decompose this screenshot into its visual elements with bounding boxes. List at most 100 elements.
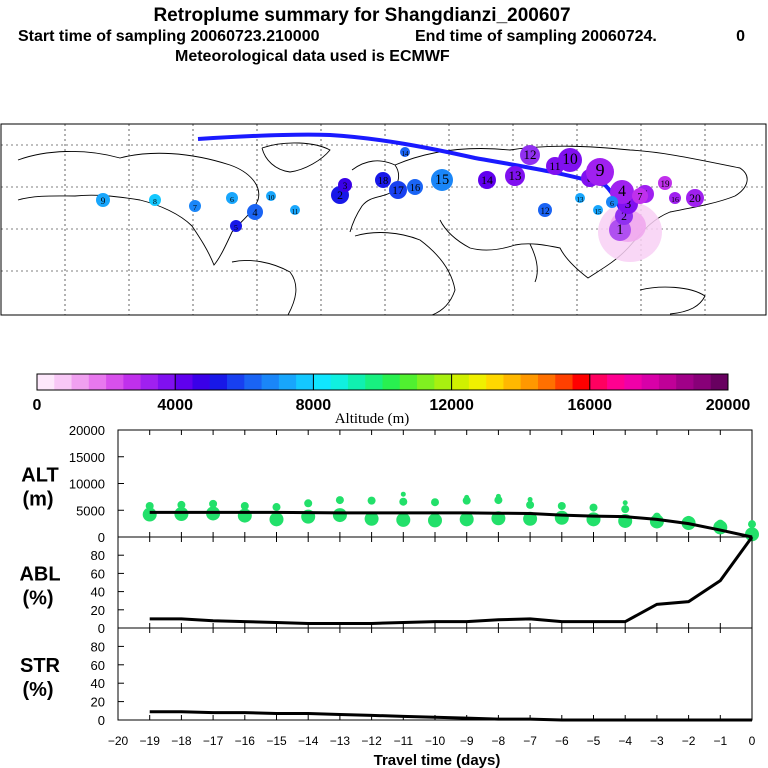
colorbar-cell xyxy=(503,374,522,390)
mean-altitude-line xyxy=(149,510,753,539)
altitude-point xyxy=(622,500,628,506)
trajectory-cluster-label: 6 xyxy=(230,195,234,204)
trajectory-cluster-marker xyxy=(606,196,618,208)
colorbar-cell xyxy=(468,374,487,390)
colorbar-cell xyxy=(209,374,228,390)
panel-yunit-abl: (%) xyxy=(22,588,53,610)
altitude-point xyxy=(527,497,533,503)
colorbar-cell xyxy=(261,374,280,390)
end-time-value: 0 xyxy=(736,28,745,45)
colorbar-cell xyxy=(641,374,660,390)
trajectory-cluster-marker xyxy=(266,191,276,201)
colorbar-cell xyxy=(37,374,55,390)
series-line-abl xyxy=(149,536,754,625)
trajectory-cluster-marker xyxy=(407,179,423,195)
trajectory-cluster-marker xyxy=(658,176,672,190)
x-tick-label: −7 xyxy=(523,734,537,748)
colorbar-cell xyxy=(710,374,729,390)
trajectory-clusters: 1234567891011121314151617181920234567891… xyxy=(96,145,704,241)
trajectory-cluster-marker xyxy=(290,205,300,215)
colorbar-tick-label: 4000 xyxy=(157,397,193,414)
trajectory-cluster-marker xyxy=(520,145,540,165)
panel-ylabel-alt: ALT xyxy=(21,465,58,487)
altitude-point xyxy=(589,503,598,512)
x-tick-label: −15 xyxy=(266,734,287,748)
x-tick-label: −18 xyxy=(171,734,192,748)
altitude-point xyxy=(494,496,503,505)
colorbar: 0 4000 8000 12000 16000 20000 Altitude (m) xyxy=(33,373,750,427)
trajectory-cluster-label: 7 xyxy=(193,203,197,212)
trajectory-cluster-label: 12 xyxy=(540,206,550,216)
trajectory-cluster-label: 7 xyxy=(637,192,642,203)
colorbar-cell xyxy=(572,374,591,390)
altitude-point xyxy=(145,501,154,510)
colorbar-cell xyxy=(227,374,245,390)
trajectory-cluster-label: 15 xyxy=(435,172,449,188)
altitude-point xyxy=(399,497,408,506)
altitude-point xyxy=(367,496,376,505)
figure-title: Retroplume summary for Shangdianzi_20060… xyxy=(153,5,570,26)
x-tick-label: −16 xyxy=(235,734,256,748)
trajectory-cluster-marker xyxy=(431,169,453,191)
altitude-point xyxy=(400,491,406,497)
trajectory-cluster-label: 19 xyxy=(660,179,670,189)
colorbar-cell xyxy=(486,374,504,390)
x-tick-label: −17 xyxy=(203,734,224,748)
colorbar-cell xyxy=(555,374,574,390)
x-tick-label: 0 xyxy=(749,734,756,748)
trajectory-line xyxy=(197,132,628,227)
y-tick-label: 15000 xyxy=(69,450,105,465)
trajectory-cluster-marker xyxy=(375,172,391,188)
x-tick-label: −19 xyxy=(140,734,161,748)
trajectory-cluster-label: 2 xyxy=(621,210,627,223)
altitude-point xyxy=(586,512,601,527)
altitude-point xyxy=(523,511,538,526)
trajectory-cluster-marker xyxy=(586,158,614,186)
altitude-point xyxy=(428,513,442,528)
altitude-point xyxy=(304,499,313,508)
trajectory-cluster-label: 9 xyxy=(595,160,604,180)
colorbar-cell xyxy=(175,374,193,390)
colorbar-cell xyxy=(589,374,608,390)
altitude-point xyxy=(332,508,347,523)
y-tick-label: 80 xyxy=(91,548,105,563)
colorbar-label: Altitude (m) xyxy=(335,411,410,427)
trajectory-cluster-label: 18 xyxy=(378,176,388,187)
trajectory-cluster-label: 16 xyxy=(671,195,679,204)
trajectory-cluster-label: 16 xyxy=(410,183,420,194)
y-tick-label: 5000 xyxy=(76,503,105,518)
trajectory-cluster-label: 10 xyxy=(268,194,276,202)
coast-africa xyxy=(354,232,456,316)
colorbar-cell xyxy=(676,374,694,390)
coast-south-america xyxy=(231,260,297,316)
y-tick-label: 0 xyxy=(98,713,105,728)
trajectory-cluster-label: 17 xyxy=(392,184,404,197)
trajectory-cluster-label: 2 xyxy=(337,189,343,202)
colorbar-cell xyxy=(88,374,107,390)
panel-frame-str xyxy=(117,627,753,721)
start-time-label: Start time of sampling 20060723.210000 xyxy=(18,28,320,45)
y-tick-label: 20 xyxy=(91,695,105,710)
altitude-point xyxy=(272,503,281,512)
trajectory-cluster-label: 14 xyxy=(402,150,410,158)
trajectory-cluster-marker xyxy=(575,193,585,203)
trajectory-cluster-marker xyxy=(389,181,407,199)
colorbar-tick-label: 12000 xyxy=(429,397,474,414)
trajectory-cluster-marker xyxy=(96,193,110,207)
trajectory-cluster-marker xyxy=(247,204,263,220)
altitude-point xyxy=(269,512,284,527)
x-axis-title: Travel time (days) xyxy=(374,752,501,768)
trajectory-cluster-marker xyxy=(338,178,352,192)
trajectory-cluster-marker xyxy=(189,200,201,212)
colorbar-cell xyxy=(71,374,90,390)
x-tick-label: −1 xyxy=(713,734,727,748)
x-tick-label: −20 xyxy=(108,734,129,748)
altitude-point xyxy=(621,505,630,514)
trajectory-cluster-label: 13 xyxy=(509,168,522,183)
trajectory-cluster-marker xyxy=(632,188,648,204)
colorbar-tick-label: 8000 xyxy=(296,397,332,414)
coast-india xyxy=(529,243,538,283)
x-tick-label: −14 xyxy=(298,734,319,748)
altitude-point xyxy=(177,500,186,509)
coast-australia xyxy=(639,286,706,315)
